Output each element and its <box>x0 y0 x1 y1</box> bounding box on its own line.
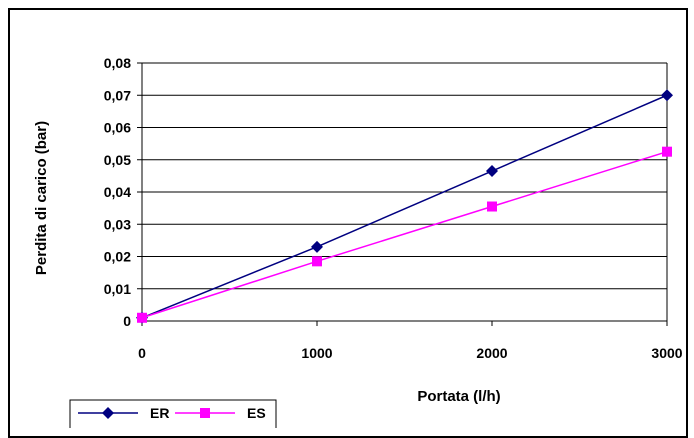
data-point-er <box>661 89 673 102</box>
data-point-er <box>486 165 498 178</box>
legend-marker-es <box>200 408 210 418</box>
legend-marker-er <box>102 407 114 419</box>
y-tick-label: 0,07 <box>104 87 131 103</box>
series-group <box>136 89 673 324</box>
x-tick-label: 2000 <box>476 345 507 361</box>
series-line-er <box>141 94 668 319</box>
series-line-es <box>141 150 668 319</box>
data-point-er <box>311 240 323 253</box>
legend-label-es: ES <box>247 405 266 421</box>
y-tick-label: 0,02 <box>104 249 131 265</box>
data-point-es <box>312 256 322 267</box>
x-tick-label: 0 <box>138 345 146 361</box>
y-axis-label: Perdita di carico (bar) <box>33 121 50 275</box>
y-tick-label: 0,08 <box>104 55 131 71</box>
chart: 0 0,01 0,02 0,03 0,04 0,05 0,06 0,07 0,08 0 1000 2… <box>33 55 683 428</box>
chart-frame <box>8 8 688 438</box>
gridlines <box>142 62 667 290</box>
x-axis-label: Portata (l/h) <box>417 388 500 405</box>
y-tick-label: 0 <box>123 313 131 329</box>
data-point-es <box>487 201 497 212</box>
y-tick-label: 0,04 <box>104 184 131 200</box>
y-tick-label: 0,03 <box>104 216 131 232</box>
legend-label-er: ER <box>150 405 169 421</box>
legend: ER ES <box>69 399 277 428</box>
y-tick-label: 0,06 <box>104 120 131 136</box>
x-tick-label: 1000 <box>301 345 332 361</box>
data-point-es <box>137 312 147 323</box>
axes <box>137 62 668 326</box>
series-es <box>137 146 672 323</box>
y-tick-label: 0,05 <box>104 152 131 168</box>
x-tick-labels: 0 1000 2000 3000 <box>138 345 683 361</box>
y-tick-labels: 0 0,01 0,02 0,03 0,04 0,05 0,06 0,07 0,08 <box>104 55 131 329</box>
legend-box <box>69 399 277 428</box>
y-tick-label: 0,01 <box>104 281 131 297</box>
x-tick-label: 3000 <box>651 345 682 361</box>
data-point-es <box>662 146 672 157</box>
